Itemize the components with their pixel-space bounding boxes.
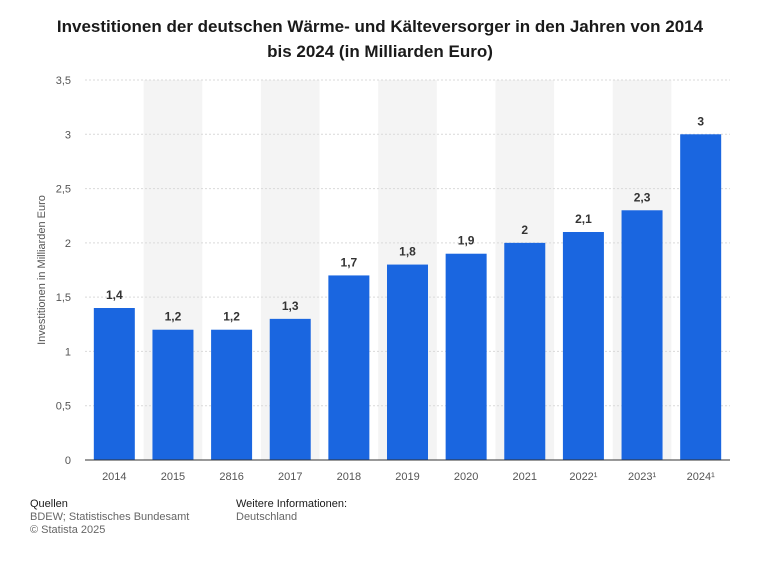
info-heading: Weitere Informationen: — [236, 498, 348, 510]
bar — [387, 264, 428, 460]
data-label: 1,3 — [282, 299, 299, 313]
data-label: 2,3 — [634, 190, 651, 204]
x-tick-label: 2018 — [337, 471, 361, 483]
y-axis-title: Investitionen in Milliarden Euro — [36, 195, 48, 345]
y-tick-label: 1,5 — [56, 292, 71, 304]
bar — [621, 210, 663, 460]
sources-block: Quellen BDEW; Statistisches Bundesamt © … — [30, 498, 189, 537]
bar — [445, 253, 487, 460]
y-tick-label: 0,5 — [56, 401, 71, 413]
data-label: 1,8 — [399, 245, 416, 259]
x-tick-label: 2021 — [513, 471, 537, 483]
x-tick-label: 2024¹ — [687, 471, 715, 483]
sources-heading: Quellen — [30, 498, 68, 510]
data-label: 2,1 — [575, 212, 592, 226]
info-block: Weitere Informationen: Deutschland — [236, 498, 347, 524]
x-tick-label: 2816 — [219, 471, 243, 483]
bar — [152, 329, 194, 460]
bar — [504, 242, 546, 460]
y-tick-label: 2,5 — [56, 184, 71, 196]
bar — [328, 275, 370, 460]
chart-title-line-1: Investitionen der deutschen Wärme- und K… — [56, 17, 704, 36]
data-label: 3 — [697, 114, 704, 128]
chart-title-line-2: bis 2024 (in Milliarden Euro) — [267, 42, 493, 61]
copyright-text: © Statista 2025 — [30, 524, 106, 536]
bar — [269, 318, 311, 460]
bar-chart: 0 0,5 1 1,5 2 2,5 3 3,5 1,4 2014 1,2 2015 1,2 2816 1,3… — [36, 75, 730, 483]
y-tick-label: 0 — [65, 455, 71, 467]
data-label: 1,7 — [341, 255, 358, 269]
x-tick-label: 2015 — [161, 471, 185, 483]
chart-title: Investitionen der deutschen Wärme- und K… — [40, 14, 720, 64]
info-region: Deutschland — [236, 511, 298, 523]
data-label: 1,9 — [458, 234, 475, 248]
bar — [93, 308, 135, 460]
data-label: 2 — [521, 223, 528, 237]
bar — [680, 134, 722, 461]
x-tick-label: 2019 — [395, 471, 419, 483]
x-tick-label: 2017 — [278, 471, 302, 483]
x-tick-label: 2014 — [102, 471, 126, 483]
sources-text: BDEW; Statistisches Bundesamt — [30, 511, 190, 523]
data-label: 1,4 — [106, 288, 123, 302]
x-tick-label: 2023¹ — [628, 471, 656, 483]
data-label: 1,2 — [223, 310, 240, 324]
x-tick-label: 2022¹ — [569, 471, 597, 483]
y-tick-label: 1 — [65, 346, 71, 358]
y-tick-label: 2 — [65, 238, 71, 250]
bar — [562, 232, 604, 460]
bar — [211, 329, 253, 460]
y-tick-label: 3,5 — [56, 75, 71, 87]
x-tick-label: 2020 — [454, 471, 478, 483]
data-label: 1,2 — [165, 310, 182, 324]
y-tick-label: 3 — [65, 129, 71, 141]
